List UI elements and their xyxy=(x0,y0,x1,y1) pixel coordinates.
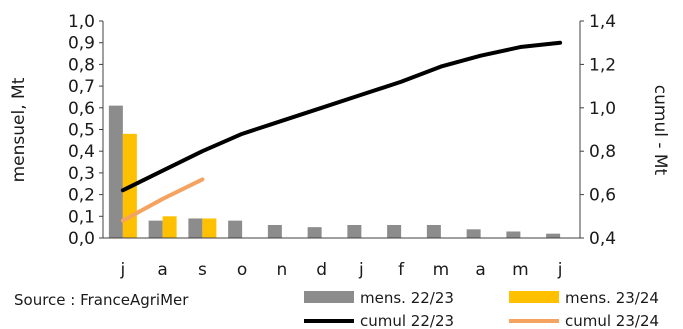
bar-mens-2223 xyxy=(506,231,521,238)
bar-mens-2223 xyxy=(546,233,561,238)
cumul-lines xyxy=(120,40,563,223)
x-tick-label: f xyxy=(398,260,405,280)
x-tick-label: a xyxy=(157,260,167,280)
line-cumul-2223 xyxy=(120,40,563,193)
y-tick-label-right: 0,8 xyxy=(589,142,616,162)
y-tick-label-right: 0,6 xyxy=(589,186,616,206)
y-tick-label-left: 0,8 xyxy=(68,55,95,75)
y-tick-label-left: 0,2 xyxy=(68,186,95,206)
x-tick-label: m xyxy=(512,260,529,280)
bar-mens-2223 xyxy=(228,220,243,238)
legend-swatch-bar xyxy=(304,291,354,303)
bar-mens-2223 xyxy=(387,224,402,238)
x-tick-label: j xyxy=(120,260,126,280)
line-cumul-2324 xyxy=(120,177,205,223)
legend-label: cumul 22/23 xyxy=(360,312,454,329)
x-tick-label: n xyxy=(276,260,287,280)
x-tick-label: d xyxy=(316,260,327,280)
x-tick-label: o xyxy=(237,260,247,280)
y-tick-label-left: 0,0 xyxy=(68,229,95,249)
legend-label: mens. 22/23 xyxy=(360,289,454,307)
bar-mens-2223 xyxy=(347,224,362,238)
y-axis-title-right: cumul - Mt xyxy=(650,85,670,176)
y-tick-label-right: 0,4 xyxy=(589,229,616,249)
tick-labels: 0,00,10,20,30,40,50,60,70,80,91,00,40,60… xyxy=(68,12,616,280)
legend-label: mens. 23/24 xyxy=(565,289,659,307)
y-tick-label-right: 1,4 xyxy=(589,12,616,32)
x-tick-label: j xyxy=(557,260,563,280)
y-tick-label-left: 0,9 xyxy=(68,34,95,54)
bar-mens-2223 xyxy=(426,224,441,238)
y-axis-title-left: mensuel, Mt xyxy=(9,77,29,182)
y-tick-label-right: 1,2 xyxy=(589,55,616,75)
y-tick-label-left: 0,6 xyxy=(68,99,95,119)
axes xyxy=(99,20,584,239)
y-tick-label-left: 0,3 xyxy=(68,164,95,184)
bar-mens-2324 xyxy=(162,216,177,238)
x-tick-label: m xyxy=(433,260,450,280)
y-tick-label-right: 1,0 xyxy=(589,99,616,119)
bar-mens-2223 xyxy=(466,229,481,238)
y-tick-label-left: 0,7 xyxy=(68,77,95,97)
legend-swatch-bar xyxy=(509,291,559,303)
legend: mens. 22/23 mens. 23/24 cumul 22/23 cumul 2… xyxy=(304,289,659,329)
bar-mens-2223 xyxy=(188,218,203,238)
bar-mens-2223 xyxy=(307,227,322,238)
y-tick-label-left: 0,1 xyxy=(68,207,95,227)
y-tick-label-left: 0,4 xyxy=(68,142,95,162)
legend-label: cumul 23/24 xyxy=(565,312,659,329)
bar-mens-2223 xyxy=(108,105,123,238)
bar-mens-2324 xyxy=(202,218,217,238)
bar-mens-2223 xyxy=(148,220,163,238)
x-tick-label: a xyxy=(475,260,485,280)
x-tick-label: s xyxy=(198,260,207,280)
source-note: Source : FranceAgriMer xyxy=(14,291,189,309)
bar-mens-2223 xyxy=(267,224,282,238)
y-tick-label-left: 0,5 xyxy=(68,121,95,141)
bars-mens-2223 xyxy=(108,105,561,238)
y-tick-label-left: 1,0 xyxy=(68,12,95,32)
x-tick-label: j xyxy=(358,260,364,280)
